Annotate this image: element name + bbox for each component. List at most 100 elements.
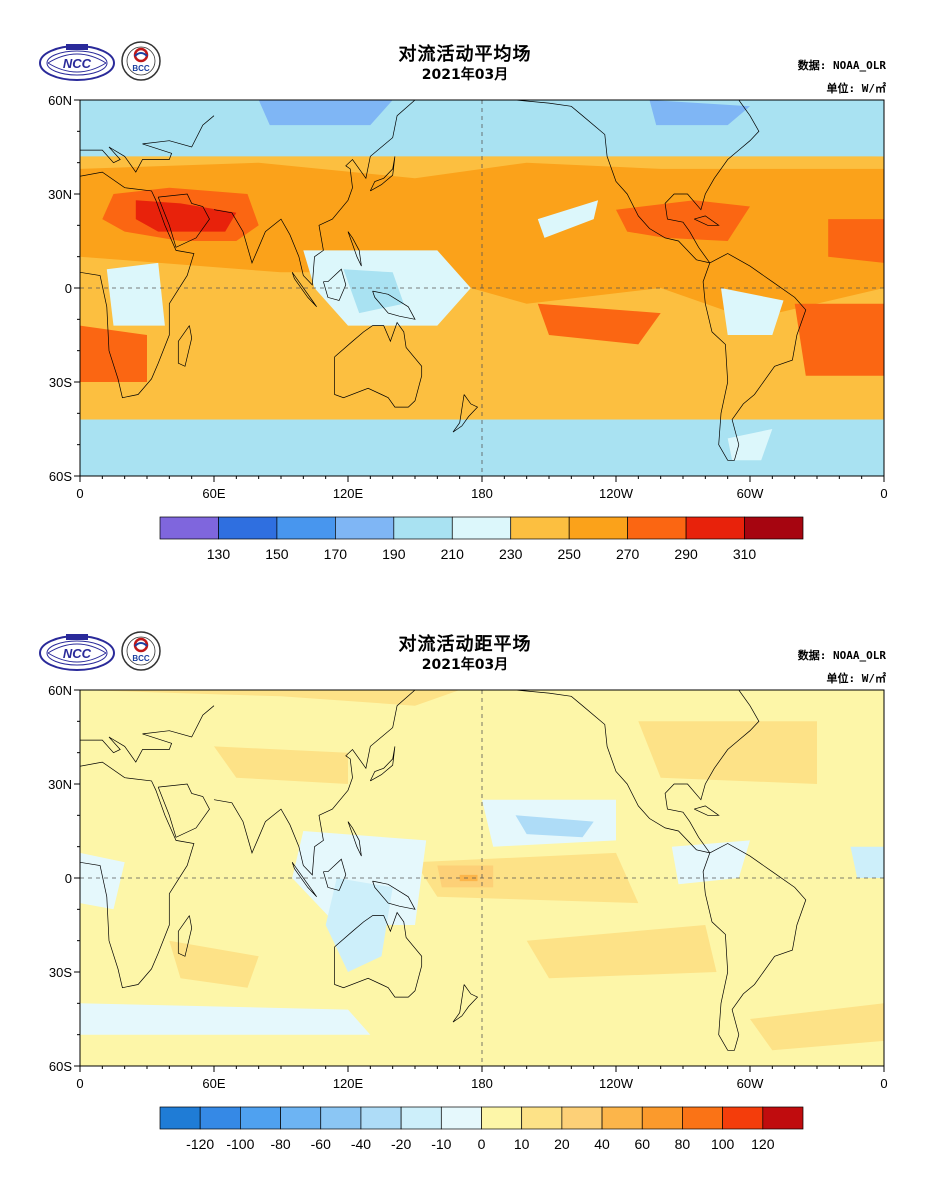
- colorbar-swatch: [159, 516, 219, 540]
- coastline: [157, 783, 210, 838]
- colorbar-label: -10: [431, 1136, 451, 1152]
- lon-tick-label: 120W: [599, 486, 634, 501]
- coastline: [80, 115, 215, 173]
- coastline: [664, 690, 760, 854]
- field-region: [106, 262, 165, 326]
- lat-tick-label: 30N: [48, 777, 72, 792]
- coastlines: [80, 100, 807, 461]
- coastline: [213, 690, 416, 876]
- ncc-logo: NCC: [39, 44, 115, 81]
- colorbar-label: 210: [441, 546, 465, 562]
- field-region: [537, 200, 599, 238]
- data-source-label: 数据: NOAA_OLR: [797, 649, 886, 662]
- field-region: [526, 925, 717, 979]
- field-region: [415, 852, 639, 904]
- field-region: [214, 746, 348, 784]
- colorbar-label: 100: [711, 1136, 735, 1152]
- colorbar-swatch: [320, 1106, 362, 1130]
- lon-tick-label: 0: [880, 486, 887, 501]
- coastline: [213, 100, 416, 286]
- colorbar-label: 250: [558, 546, 582, 562]
- colorbar-label: 290: [674, 546, 698, 562]
- colorbar-swatch: [682, 1106, 723, 1130]
- colorbar-swatch: [521, 1106, 563, 1130]
- colorbar-swatch: [276, 516, 336, 540]
- colorbar-label: 0: [478, 1136, 486, 1152]
- field-region: [750, 1003, 884, 1051]
- field-region: [515, 815, 594, 838]
- colorbar-swatch: [481, 1106, 523, 1130]
- field-region: [459, 874, 478, 882]
- coastline: [372, 880, 416, 910]
- colorbar-swatch: [627, 516, 687, 540]
- field-region: [671, 840, 750, 885]
- coastline: [80, 171, 195, 399]
- map-date: 2021年03月: [421, 657, 509, 673]
- svg-text:BCC: BCC: [132, 654, 150, 663]
- lon-tick-label: 120E: [333, 1076, 364, 1091]
- lat-tick-label: 30S: [49, 965, 72, 980]
- map-date: 2021年03月: [421, 67, 509, 83]
- colorbar-swatch: [159, 1106, 201, 1130]
- field-region: [828, 219, 884, 263]
- colorbar-label: 120: [751, 1136, 775, 1152]
- field-region: [80, 325, 147, 382]
- coastline: [515, 690, 710, 854]
- coastline: [334, 321, 423, 408]
- field-region: [80, 690, 460, 706]
- ncc-logo: NCC: [39, 634, 115, 671]
- lat-tick-label: 30S: [49, 375, 72, 390]
- coastline: [702, 843, 807, 1051]
- colorbar-swatch: [762, 1106, 804, 1130]
- colorbar: 130 150 170 190 210 230 250 270 290 310: [159, 516, 804, 562]
- coastline: [694, 805, 720, 816]
- svg-text:NCC: NCC: [63, 646, 92, 661]
- lon-tick-label: 60E: [202, 486, 225, 501]
- colorbar-label: 150: [265, 546, 289, 562]
- coastline: [323, 268, 347, 301]
- mean-field-panel: NCC BCC 对流活动平均场 2021年03月 数据: NOAA_OLR 单位…: [39, 41, 888, 562]
- lon-tick-label: 0: [880, 1076, 887, 1091]
- colorbar-swatch: [218, 516, 278, 540]
- colorbar-label: 80: [675, 1136, 691, 1152]
- field-region: [649, 100, 750, 126]
- colorbar-label: 170: [324, 546, 348, 562]
- field-region: [135, 200, 237, 232]
- coastline: [664, 100, 760, 264]
- colorbar-swatch: [568, 516, 628, 540]
- field-region: [325, 878, 393, 972]
- colorbar-label: 190: [382, 546, 406, 562]
- field-region: [721, 288, 784, 335]
- colorbar-swatch: [199, 1106, 241, 1130]
- coastline: [452, 984, 479, 1023]
- colorbar-swatch: [360, 1106, 402, 1130]
- colorbar-label: -40: [351, 1136, 371, 1152]
- coastline: [369, 156, 396, 192]
- coastline: [372, 290, 416, 320]
- field-region: [616, 200, 750, 241]
- lon-tick-label: 60E: [202, 1076, 225, 1091]
- map-title: 对流活动平均场: [398, 44, 532, 65]
- svg-text:NCC: NCC: [63, 56, 92, 71]
- colorbar-swatch: [601, 1106, 643, 1130]
- colorbar-label: 310: [733, 546, 757, 562]
- field-region: [80, 852, 125, 910]
- lon-tick-label: 180: [471, 1076, 493, 1091]
- colorbar-label: -20: [391, 1136, 411, 1152]
- coastline: [291, 272, 317, 308]
- coastline: [515, 100, 710, 264]
- anomaly-field-panel: NCC BCC 对流活动距平场 2021年03月 数据: NOAA_OLR 单位…: [0, 590, 930, 1180]
- lon-tick-label: 120W: [599, 1076, 634, 1091]
- colorbar-label: 40: [594, 1136, 610, 1152]
- colorbar-swatch: [685, 516, 745, 540]
- colorbar-label: -120: [186, 1136, 214, 1152]
- colorbar-swatch: [240, 1106, 281, 1130]
- coastline: [702, 253, 807, 461]
- colorbar-swatch: [335, 516, 395, 540]
- lat-tick-label: 60N: [48, 683, 72, 698]
- coastline: [334, 911, 423, 998]
- colorbar-swatch: [722, 1106, 764, 1130]
- bcc-logo: BCC: [121, 631, 161, 671]
- coastline: [369, 746, 396, 782]
- colorbar-swatch: [510, 516, 570, 540]
